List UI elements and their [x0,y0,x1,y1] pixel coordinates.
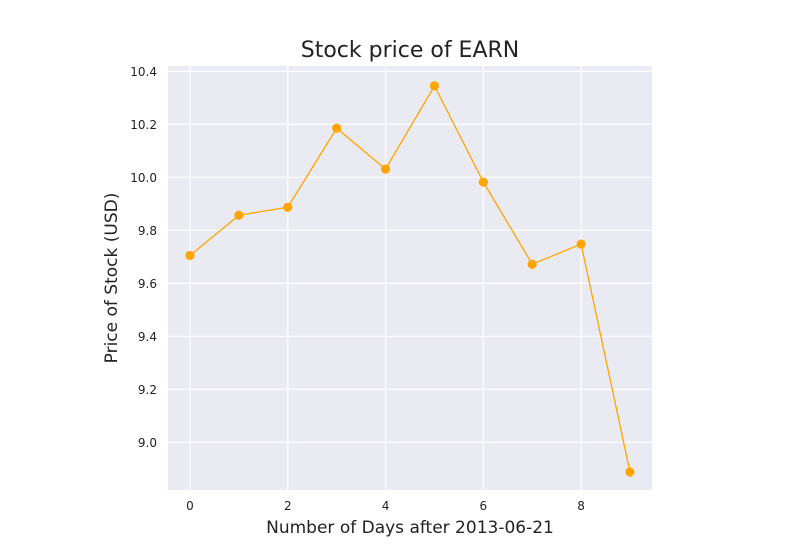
y-tick-label: 9.8 [138,224,157,238]
x-tick-label: 0 [186,499,194,513]
y-tick-label: 9.6 [138,277,157,291]
data-point-8 [576,239,586,249]
y-tick-label: 9.2 [138,383,157,397]
data-point-4 [380,164,391,174]
y-tick-label: 10.0 [130,171,157,185]
data-point-0 [185,250,195,261]
y-tick-label: 9.4 [138,330,157,344]
data-points [185,81,635,477]
x-axis-ticks: 0 2 4 6 8 [186,499,585,513]
data-point-2 [283,202,293,212]
series-line [189,84,631,473]
data-point-1 [234,210,244,220]
x-tick-label: 8 [577,499,585,513]
x-tick-label: 2 [284,499,292,513]
y-tick-label: 10.2 [130,118,157,132]
y-axis-label: Price of Stock (USD) [102,193,122,364]
y-axis-ticks: 9.0 9.2 9.4 9.6 9.8 10.0 10.2 10.4 [130,65,157,450]
plot-area [168,66,652,490]
x-tick-label: 6 [480,499,488,513]
chart-title: Stock price of EARN [301,38,520,63]
data-point-9 [625,467,635,477]
x-axis-label: Number of Days after 2013-06-21 [266,518,554,538]
x-tick-label: 4 [382,499,390,513]
data-point-3 [332,123,342,133]
data-point-7 [527,259,537,269]
y-tick-label: 9.0 [138,436,157,450]
grid [168,66,652,490]
y-tick-label: 10.4 [130,65,157,79]
data-point-5 [429,81,440,91]
data-point-6 [478,177,488,187]
